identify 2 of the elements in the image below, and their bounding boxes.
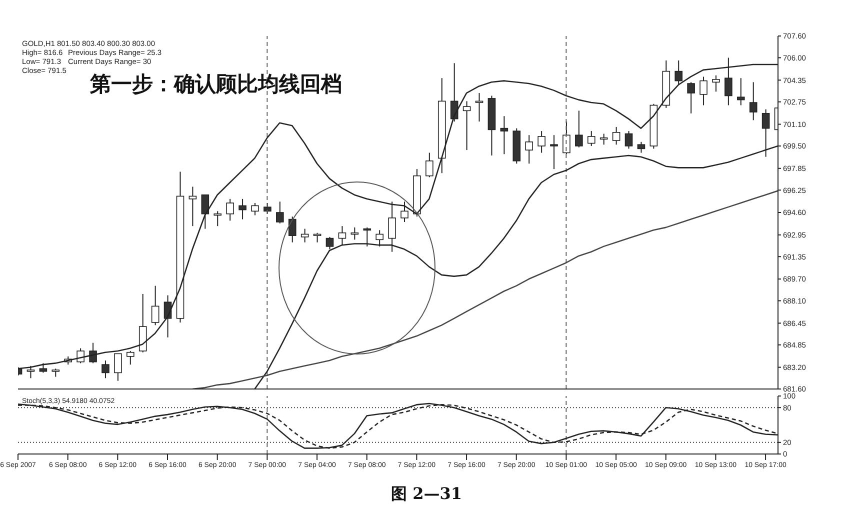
text: 第一步：确认顾比均线回档 [90, 70, 342, 98]
caption: 图 2—31 [390, 484, 463, 505]
